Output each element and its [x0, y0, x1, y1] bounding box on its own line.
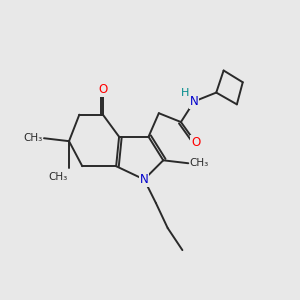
Text: O: O [191, 136, 200, 149]
Text: H: H [181, 88, 189, 98]
Text: O: O [98, 83, 107, 96]
Text: CH₃: CH₃ [23, 133, 43, 143]
Text: CH₃: CH₃ [190, 158, 209, 168]
Text: N: N [140, 173, 148, 186]
Text: N: N [190, 95, 199, 108]
Text: CH₃: CH₃ [48, 172, 68, 182]
